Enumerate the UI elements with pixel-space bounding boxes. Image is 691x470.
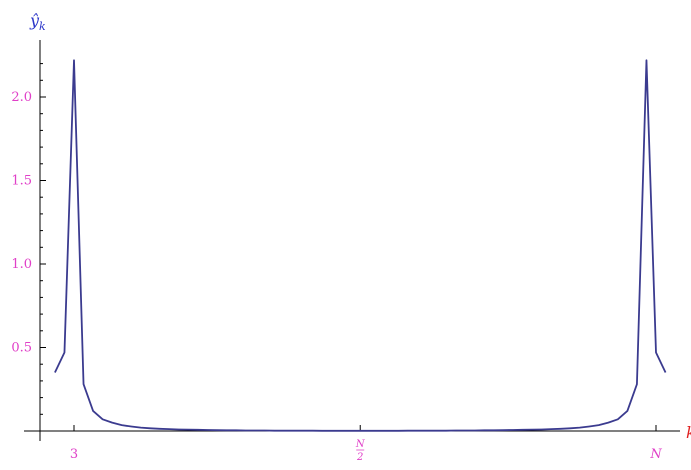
x-tick-label-numerator: N [355, 439, 366, 450]
y-axis-label-main: ŷ [29, 11, 40, 30]
x-tick-label: 3 [70, 447, 78, 462]
y-tick-label: 2.0 [11, 90, 32, 105]
series-line [54, 59, 667, 432]
y-axis-label-subscript: k [39, 20, 46, 33]
x-axis-label: k [686, 423, 691, 442]
x-tick-label: N [649, 447, 662, 462]
x-tick-label-denominator: 2 [356, 452, 363, 463]
series-layer [54, 59, 667, 432]
y-tick-label: 1.0 [11, 257, 32, 272]
y-ticks: 0.5 1.0 1.5 2.0 [11, 90, 46, 356]
y-tick-label: 0.5 [11, 341, 32, 356]
y-tick-label: 1.5 [11, 174, 32, 189]
y-axis-label: ŷk [29, 11, 46, 33]
